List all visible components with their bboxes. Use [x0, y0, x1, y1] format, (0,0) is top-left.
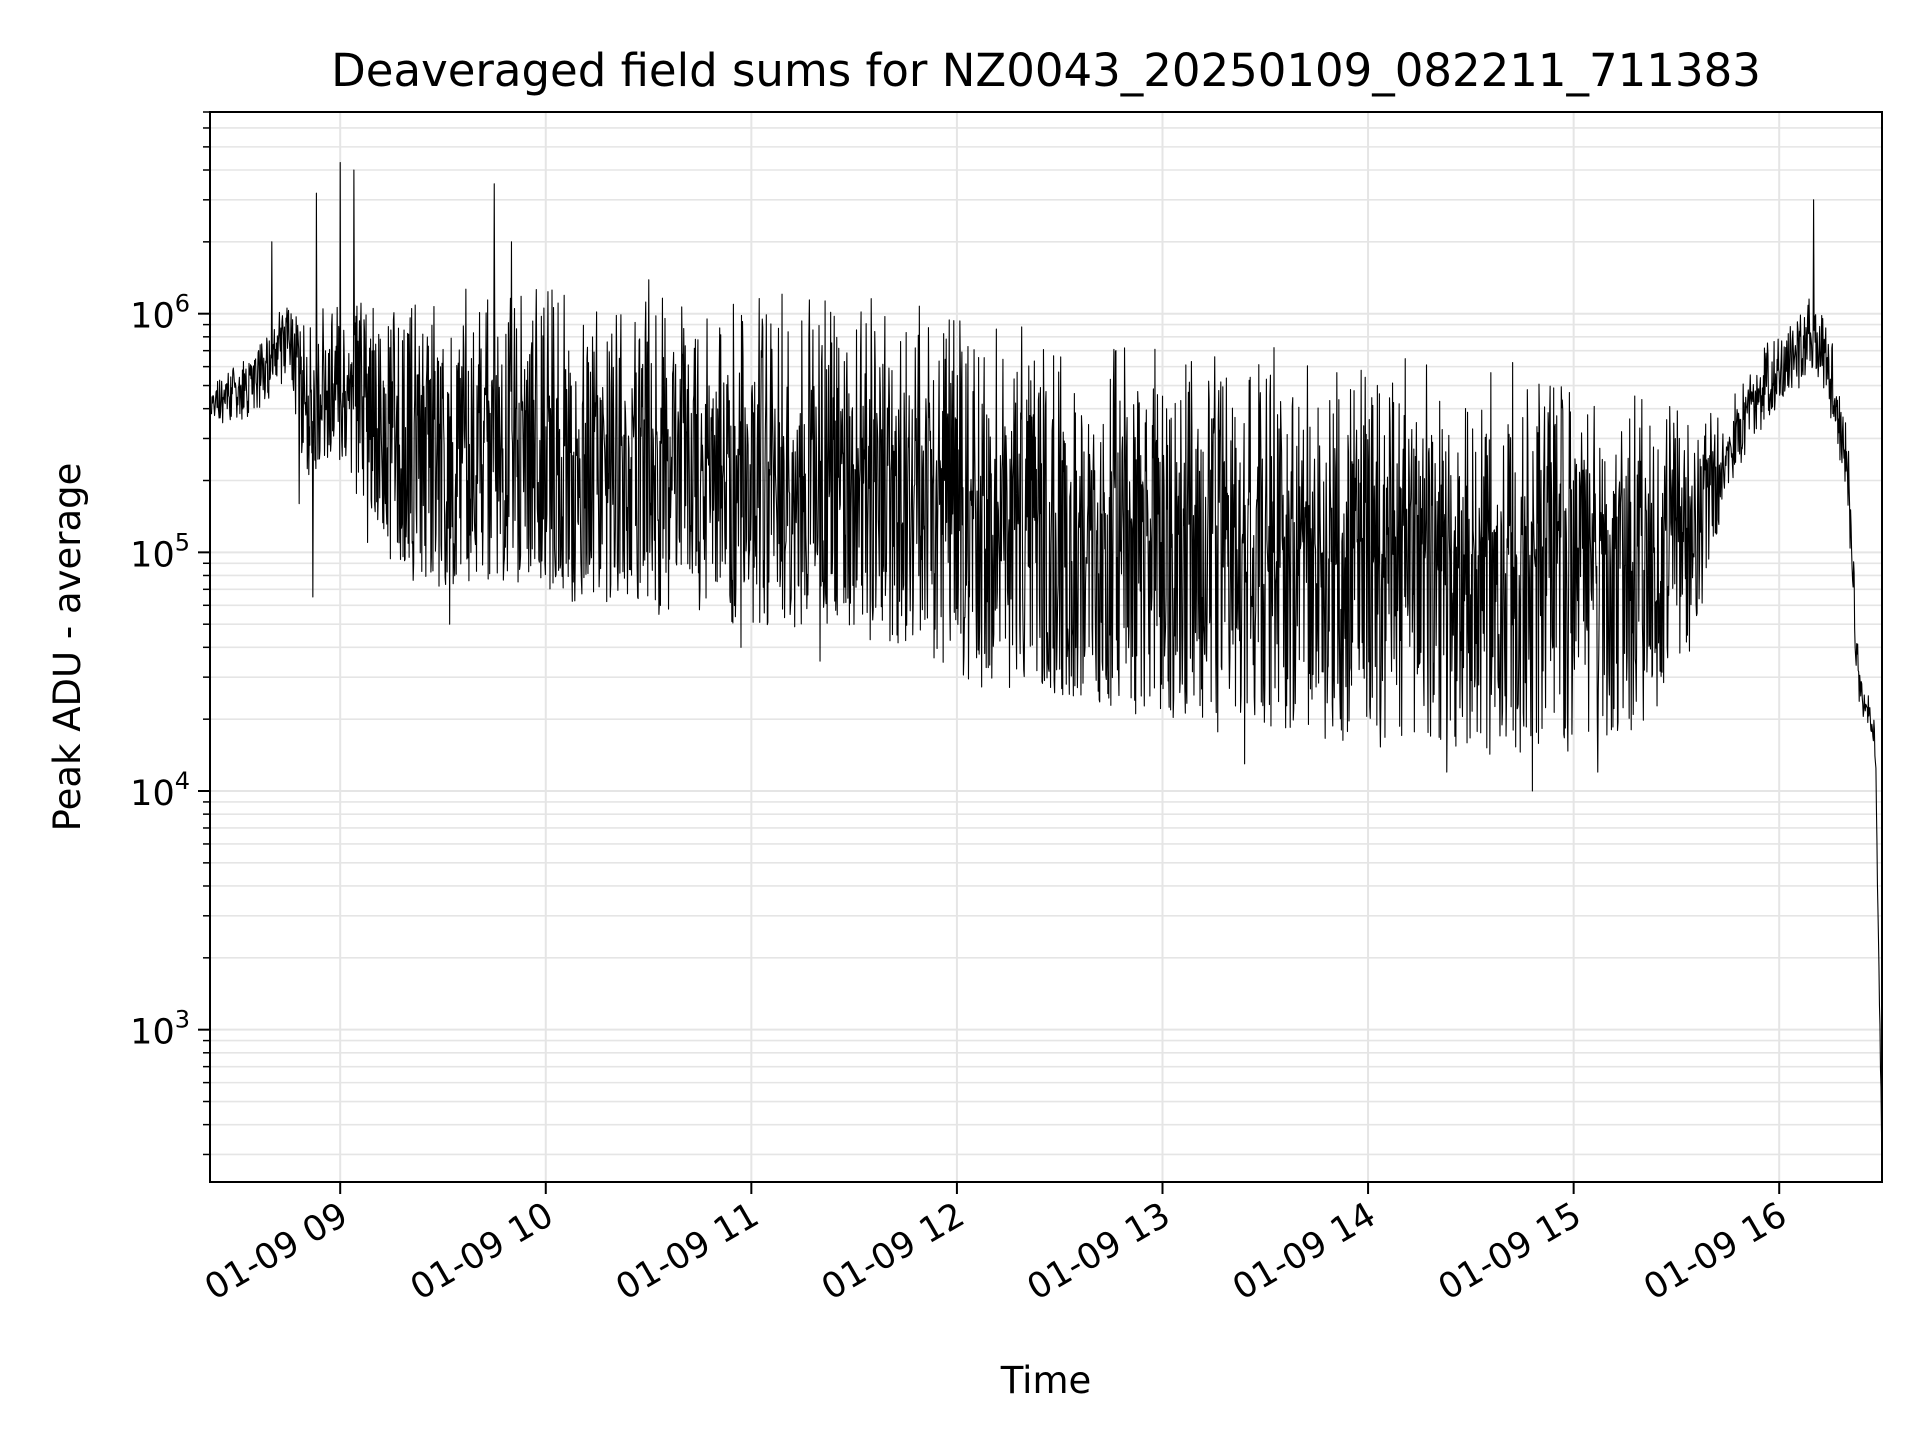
- y-tick-label: 105: [130, 528, 190, 575]
- data-layer: [209, 161, 1883, 1160]
- y-tick-label: 104: [130, 767, 190, 814]
- x-axis-label: Time: [1000, 1359, 1092, 1402]
- y-tick-label: 106: [130, 290, 190, 337]
- series-line: [209, 161, 1883, 1160]
- y-axis-label: Peak ADU - average: [46, 463, 89, 832]
- y-tick-label: 103: [130, 1006, 190, 1053]
- chart-title: Deaveraged field sums for NZ0043_2025010…: [331, 44, 1761, 97]
